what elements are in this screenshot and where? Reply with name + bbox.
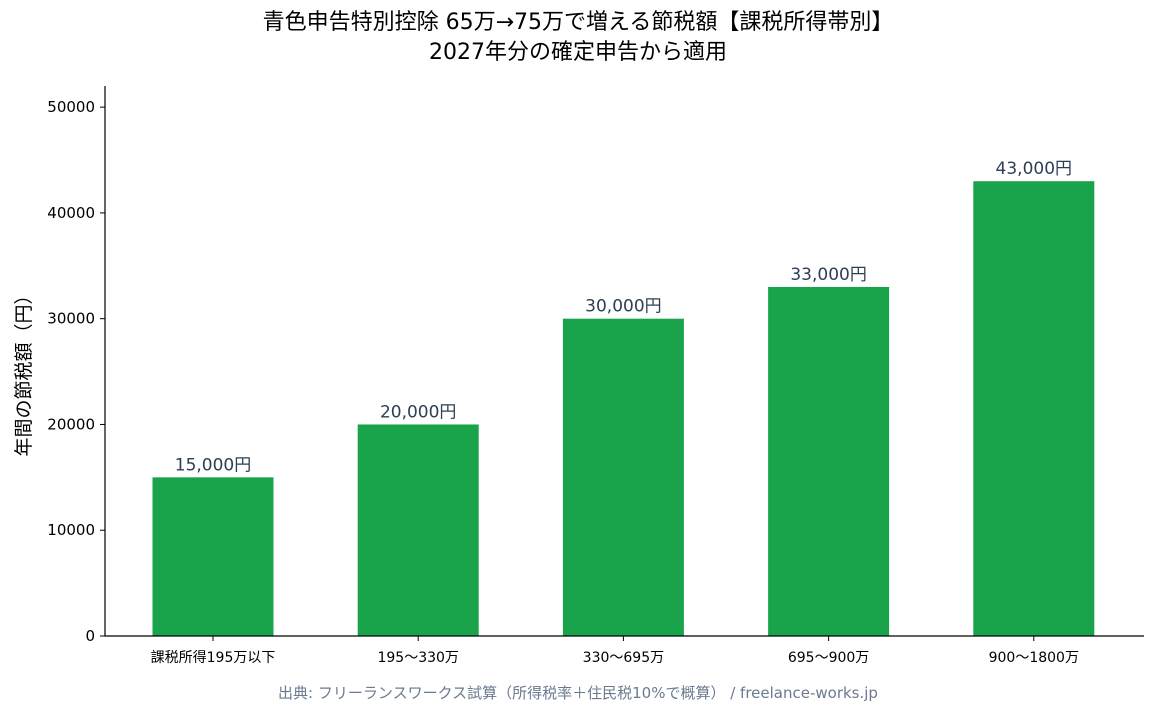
bar-value-label: 20,000円 xyxy=(380,402,456,422)
y-tick-label: 20000 xyxy=(47,415,95,433)
x-tick-label: 195〜330万 xyxy=(377,650,458,666)
chart-title: 青色申告特別控除 65万→75万で増える節税額【課税所得帯別】 xyxy=(262,10,894,35)
x-tick-label: 900〜1800万 xyxy=(989,650,1079,666)
y-tick-label: 10000 xyxy=(47,521,95,539)
x-tick-label: 695〜900万 xyxy=(788,650,869,666)
y-tick-label: 30000 xyxy=(47,310,95,328)
chart-subtitle: 2027年分の確定申告から適用 xyxy=(429,40,727,65)
chart-title-block: 青色申告特別控除 65万→75万で増える節税額【課税所得帯別】 2027年分の確… xyxy=(0,8,1156,68)
x-tick-label: 330〜695万 xyxy=(583,650,664,666)
bar-5 xyxy=(973,181,1095,636)
x-tick-label: 課税所得195万以下 xyxy=(151,649,276,666)
source-note: 出典: フリーランスワークス試算（所得税率＋住民税10%で概算） / freel… xyxy=(278,684,878,702)
bar-value-label: 33,000円 xyxy=(790,265,866,285)
bar-value-label: 15,000円 xyxy=(175,455,251,475)
bar-2 xyxy=(357,424,479,636)
y-axis-label: 年間の節税額（円） xyxy=(13,285,35,456)
y-tick-label: 50000 xyxy=(47,98,95,116)
bar-value-label: 43,000円 xyxy=(996,159,1072,179)
bar-value-label: 30,000円 xyxy=(585,297,661,317)
bar-3 xyxy=(562,318,684,636)
y-tick-label: 40000 xyxy=(47,204,95,222)
y-tick-label: 0 xyxy=(85,627,95,645)
bar-1 xyxy=(152,477,274,636)
bar-4 xyxy=(768,286,890,636)
